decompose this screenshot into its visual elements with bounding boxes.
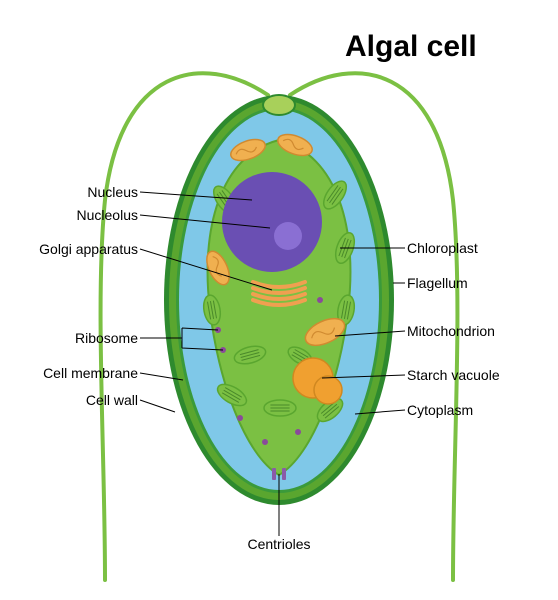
label-nucleolus: Nucleolus — [77, 207, 138, 223]
nucleus — [222, 172, 322, 272]
ribosome — [317, 297, 323, 303]
label-chloroplast: Chloroplast — [407, 240, 478, 256]
label-cell-wall: Cell wall — [86, 392, 138, 408]
label-flagellum: Flagellum — [407, 275, 468, 291]
label-golgi: Golgi apparatus — [39, 241, 138, 257]
label-centrioles: Centrioles — [247, 536, 310, 552]
centriole — [282, 468, 286, 480]
starch-vacuole — [314, 376, 342, 404]
algal-cell-diagram — [0, 0, 558, 600]
chloroplast-small — [264, 400, 296, 416]
label-cytoplasm: Cytoplasm — [407, 402, 473, 418]
label-starch-vacuole: Starch vacuole — [407, 367, 500, 383]
label-mitochondrion: Mitochondrion — [407, 323, 495, 339]
centriole — [272, 468, 276, 480]
eyespot — [263, 95, 295, 115]
nucleolus — [274, 222, 302, 250]
label-nucleus: Nucleus — [87, 184, 138, 200]
ribosome — [295, 429, 301, 435]
ribosome — [262, 439, 268, 445]
label-cell-membrane: Cell membrane — [43, 365, 138, 381]
label-ribosome: Ribosome — [75, 330, 138, 346]
leader-line — [140, 400, 175, 412]
ribosome — [237, 415, 243, 421]
